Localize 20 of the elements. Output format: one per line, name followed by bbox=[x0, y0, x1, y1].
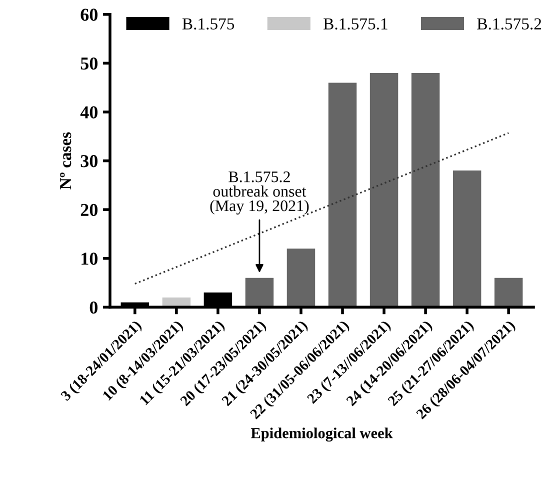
annotation: B.1.575.2 outbreak onset (May 19, 2021) bbox=[210, 171, 309, 214]
legend-label: B.1.575.1 bbox=[324, 18, 388, 30]
y-tick-label: 0 bbox=[90, 301, 98, 314]
bar bbox=[452, 170, 482, 308]
y-tick-label: 40 bbox=[80, 106, 98, 118]
bar bbox=[411, 72, 440, 308]
bar bbox=[328, 82, 357, 308]
y-tick-label: 10 bbox=[82, 252, 98, 265]
y-tick-label: 60 bbox=[80, 8, 98, 21]
y-tick-label: 50 bbox=[80, 57, 98, 70]
legend-label: B.1.575 bbox=[182, 18, 234, 30]
bar bbox=[494, 278, 523, 308]
y-tick-label: 20 bbox=[80, 204, 98, 216]
bar bbox=[245, 278, 274, 308]
bar bbox=[370, 72, 398, 308]
x-axis-title: Epidemiological week bbox=[250, 428, 393, 442]
y-axis-title: Nº cases bbox=[60, 132, 72, 190]
y-tick-label: 30 bbox=[80, 155, 98, 168]
bar bbox=[286, 248, 316, 308]
legend-label: B.1.575.2 bbox=[477, 18, 542, 30]
